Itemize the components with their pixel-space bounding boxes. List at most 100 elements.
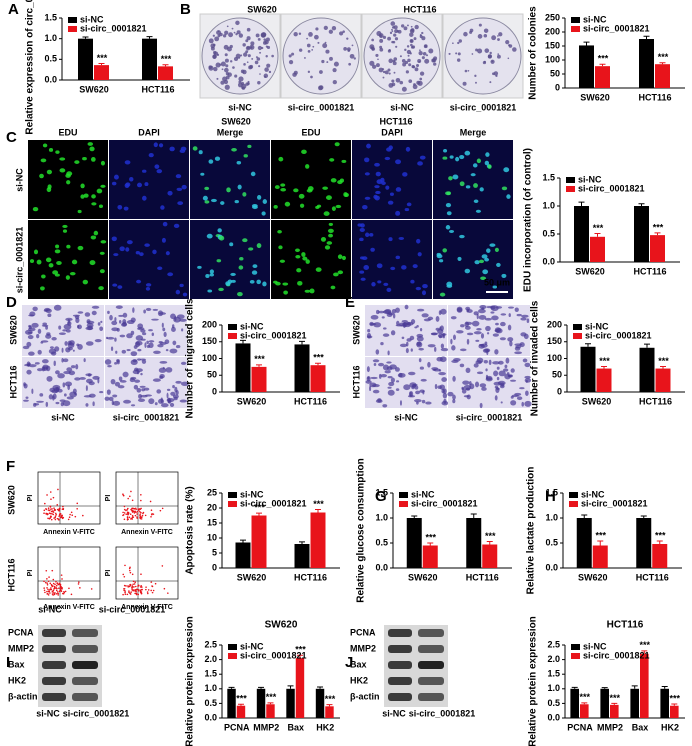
nucleus bbox=[32, 206, 39, 212]
nucleus bbox=[45, 257, 52, 263]
cell bbox=[441, 377, 447, 382]
nucleus bbox=[91, 202, 97, 206]
event bbox=[49, 517, 51, 519]
colony bbox=[489, 81, 492, 84]
cell bbox=[488, 359, 492, 366]
cell bbox=[39, 393, 44, 397]
event bbox=[122, 573, 125, 576]
colony bbox=[208, 65, 213, 69]
cell bbox=[382, 333, 390, 337]
nucleus bbox=[157, 266, 163, 271]
nucleus bbox=[89, 146, 95, 152]
colony bbox=[208, 38, 214, 44]
nucleus bbox=[362, 204, 368, 210]
colony bbox=[422, 51, 427, 56]
nucleus bbox=[162, 221, 168, 227]
nucleus bbox=[242, 192, 247, 197]
colony bbox=[497, 54, 501, 59]
cell bbox=[31, 388, 34, 394]
cell bbox=[450, 316, 457, 320]
event bbox=[132, 580, 135, 583]
cell bbox=[516, 313, 522, 317]
label: HCT116 bbox=[403, 4, 436, 14]
colony bbox=[384, 70, 389, 75]
cell bbox=[376, 309, 380, 315]
nucleus bbox=[464, 268, 471, 274]
cell bbox=[83, 358, 86, 363]
colony bbox=[376, 31, 382, 37]
event bbox=[129, 569, 131, 572]
nucleus bbox=[326, 241, 333, 245]
cell bbox=[104, 396, 110, 401]
y-tick-label: 1.0 bbox=[547, 683, 560, 693]
significance: *** bbox=[655, 530, 666, 540]
nucleus bbox=[339, 178, 345, 183]
x-tick-label: HCT116 bbox=[466, 572, 499, 582]
colony bbox=[401, 86, 407, 92]
bar bbox=[630, 688, 639, 718]
colony bbox=[234, 74, 238, 78]
event bbox=[140, 591, 143, 593]
cell bbox=[497, 380, 506, 386]
label: si-circ_0001821 bbox=[113, 412, 180, 422]
legend-label: si-circ_0001821 bbox=[411, 498, 478, 508]
colony bbox=[379, 35, 382, 38]
colony bbox=[393, 33, 397, 37]
colony bbox=[467, 69, 470, 72]
y-tick-label: 0.0 bbox=[44, 74, 57, 84]
nucleus bbox=[374, 185, 380, 189]
event bbox=[44, 581, 47, 584]
cell bbox=[366, 335, 373, 339]
cell bbox=[425, 401, 432, 405]
nucleus bbox=[74, 160, 80, 164]
event bbox=[46, 494, 48, 496]
cell bbox=[505, 357, 510, 364]
cell bbox=[483, 360, 488, 364]
event bbox=[140, 507, 142, 510]
bar bbox=[286, 688, 295, 718]
event bbox=[134, 514, 137, 517]
event bbox=[125, 513, 128, 515]
label: HCT116 bbox=[8, 365, 18, 398]
nucleus bbox=[262, 199, 267, 205]
nucleus bbox=[364, 172, 370, 176]
x-tick-label: SW620 bbox=[408, 572, 438, 582]
cell bbox=[154, 402, 158, 406]
colony bbox=[233, 31, 236, 34]
cell bbox=[434, 346, 437, 352]
cell bbox=[419, 327, 423, 332]
bar bbox=[610, 704, 619, 718]
nucleus bbox=[100, 184, 106, 188]
cell bbox=[395, 307, 400, 313]
nucleus bbox=[485, 152, 490, 157]
cell bbox=[395, 388, 400, 392]
colony bbox=[228, 32, 234, 38]
error-bar bbox=[82, 36, 89, 39]
event bbox=[60, 588, 62, 590]
event bbox=[56, 504, 59, 506]
cell bbox=[158, 312, 167, 315]
cell bbox=[372, 359, 380, 363]
cell bbox=[28, 351, 35, 356]
nucleus bbox=[251, 270, 258, 275]
cell bbox=[383, 327, 387, 330]
colony bbox=[238, 33, 244, 38]
fluorescence-image bbox=[109, 140, 189, 219]
event bbox=[60, 515, 63, 518]
cell bbox=[453, 334, 456, 341]
x-tick-label: HCT116 bbox=[639, 396, 672, 406]
band bbox=[72, 693, 98, 701]
colony bbox=[482, 60, 487, 65]
event bbox=[54, 509, 57, 511]
nucleus bbox=[148, 153, 154, 158]
cell bbox=[41, 324, 49, 327]
label: si-NC bbox=[382, 708, 406, 718]
cell bbox=[53, 304, 62, 311]
colony bbox=[241, 83, 247, 89]
colony bbox=[404, 48, 407, 52]
y-tick-label: 0.0 bbox=[542, 256, 555, 266]
nucleus bbox=[449, 155, 454, 159]
bar bbox=[466, 518, 482, 568]
colony bbox=[410, 43, 413, 47]
cell bbox=[55, 370, 60, 375]
